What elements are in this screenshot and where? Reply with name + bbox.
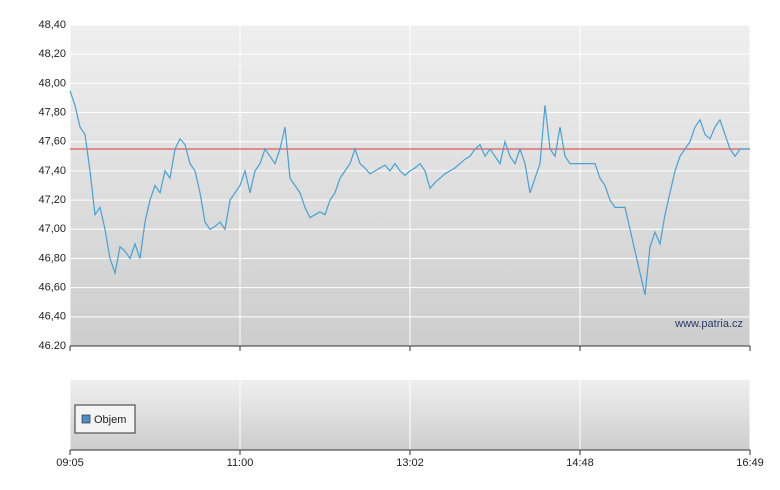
x-tick-label: 16:49 xyxy=(736,457,764,469)
y-tick-label: 47,40 xyxy=(38,165,66,177)
y-tick-label: 47,80 xyxy=(38,106,66,118)
y-tick-label: 47,60 xyxy=(38,136,66,148)
x-tick-label: 14:48 xyxy=(566,457,594,469)
y-tick-label: 47,00 xyxy=(38,223,66,235)
y-tick-label: 46,40 xyxy=(38,311,66,323)
legend-label: Objem xyxy=(94,414,126,426)
y-tick-label: 47,20 xyxy=(38,194,66,206)
x-tick-label: 13:02 xyxy=(396,457,424,469)
y-tick-label: 46,80 xyxy=(38,252,66,264)
legend-swatch xyxy=(81,414,91,424)
x-tick-label: 09:05 xyxy=(56,457,84,469)
y-tick-label: 48,20 xyxy=(38,48,66,60)
legend-box xyxy=(74,404,136,434)
price-line xyxy=(69,90,750,296)
y-tick-label: 48,00 xyxy=(38,77,66,89)
y-tick-label: 46.20 xyxy=(38,340,66,352)
y-tick-label: 46,60 xyxy=(38,282,66,294)
y-tick-label: 48,40 xyxy=(38,19,66,31)
x-tick-label: 11:00 xyxy=(227,457,254,469)
watermark: www.patria.cz xyxy=(674,318,743,330)
